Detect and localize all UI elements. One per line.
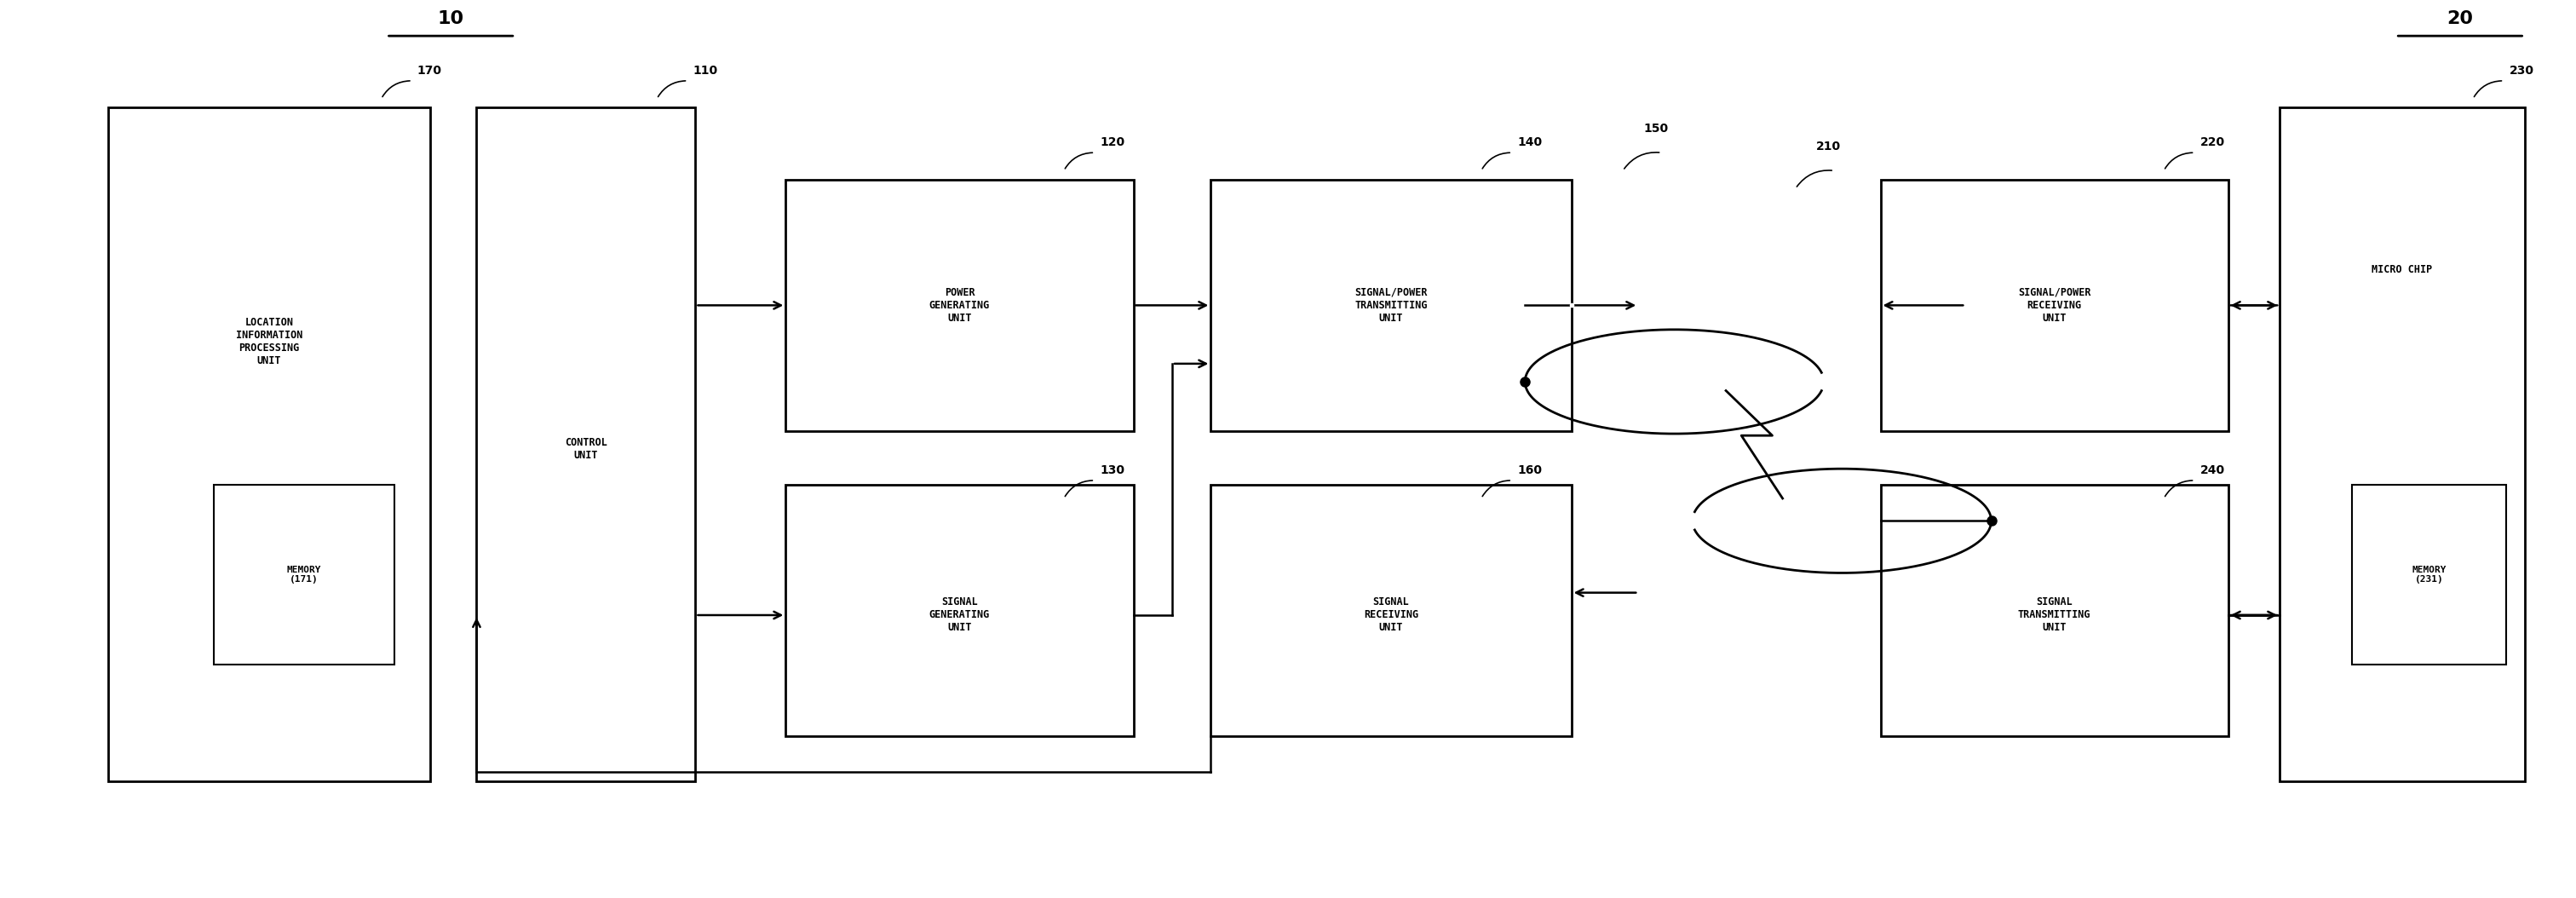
Text: SIGNAL/POWER
TRANSMITTING
UNIT: SIGNAL/POWER TRANSMITTING UNIT [1355, 287, 1427, 323]
Text: 130: 130 [1100, 464, 1126, 476]
Bar [2352, 485, 2506, 665]
Bar [477, 108, 696, 781]
Text: SIGNAL
GENERATING
UNIT: SIGNAL GENERATING UNIT [930, 597, 989, 633]
Text: 170: 170 [417, 65, 443, 76]
Bar [1880, 180, 2228, 431]
Bar [1211, 485, 1571, 736]
Text: 120: 120 [1100, 136, 1126, 148]
Bar [214, 485, 394, 665]
Text: MICRO CHIP: MICRO CHIP [2372, 264, 2432, 275]
Text: LOCATION
INFORMATION
PROCESSING
UNIT: LOCATION INFORMATION PROCESSING UNIT [237, 316, 301, 366]
Text: 20: 20 [2447, 10, 2473, 27]
Text: 240: 240 [2200, 464, 2226, 476]
Text: MEMORY
(171): MEMORY (171) [286, 566, 322, 584]
Text: SIGNAL/POWER
RECEIVING
UNIT: SIGNAL/POWER RECEIVING UNIT [2017, 287, 2092, 323]
Text: 10: 10 [438, 10, 464, 27]
Text: CONTROL
UNIT: CONTROL UNIT [564, 437, 608, 461]
Bar [2280, 108, 2524, 781]
Text: 140: 140 [1517, 136, 1543, 148]
Text: SIGNAL
TRANSMITTING
UNIT: SIGNAL TRANSMITTING UNIT [2017, 597, 2092, 633]
Text: POWER
GENERATING
UNIT: POWER GENERATING UNIT [930, 287, 989, 323]
Text: 210: 210 [1816, 141, 1842, 153]
Bar [786, 180, 1133, 431]
Text: MEMORY
(231): MEMORY (231) [2411, 566, 2447, 584]
Text: 160: 160 [1517, 464, 1543, 476]
Text: 150: 150 [1643, 123, 1669, 135]
Text: 110: 110 [693, 65, 719, 76]
Bar [108, 108, 430, 781]
Bar [786, 485, 1133, 736]
Text: 230: 230 [2509, 65, 2535, 76]
Bar [1211, 180, 1571, 431]
Text: SIGNAL
RECEIVING
UNIT: SIGNAL RECEIVING UNIT [1363, 597, 1419, 633]
Text: 220: 220 [2200, 136, 2226, 148]
Bar [1880, 485, 2228, 736]
